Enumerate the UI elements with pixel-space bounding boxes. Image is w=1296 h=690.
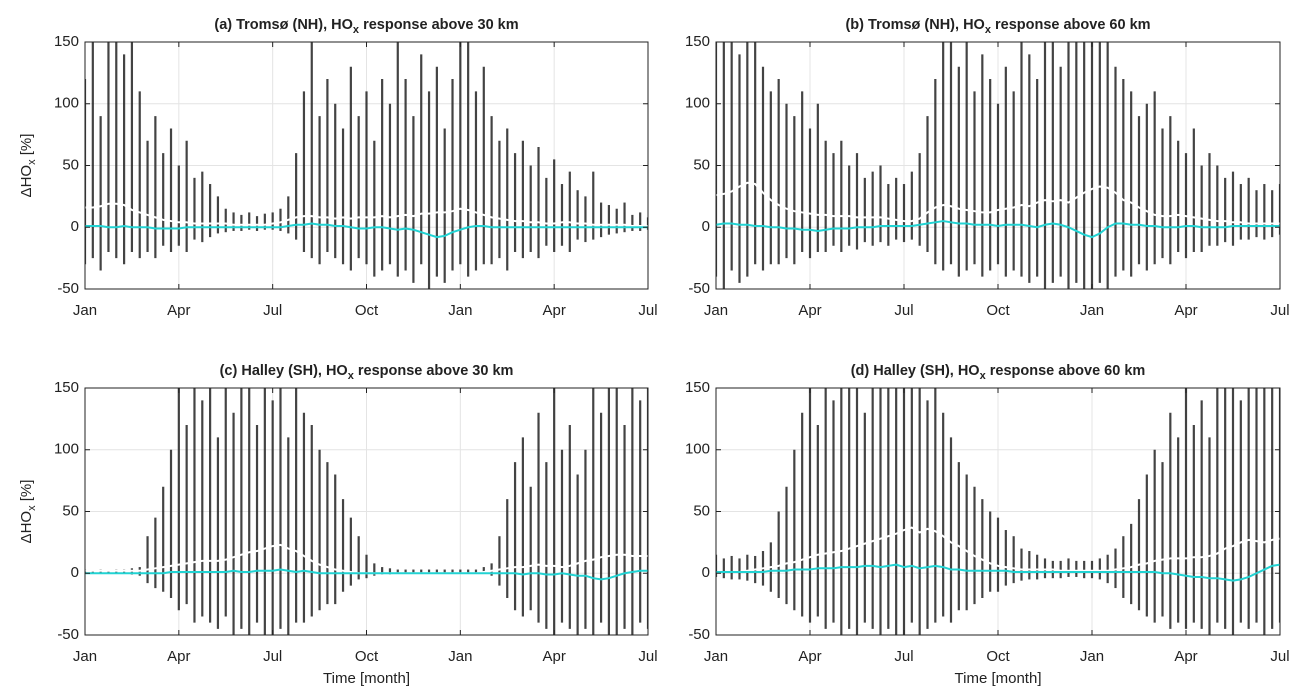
x-tick-label: Jan [448,302,472,319]
y-tick-label: 0 [702,564,710,581]
series-line [716,563,1280,582]
x-tick-label: Jul [1270,648,1289,665]
y-axis-label-part: ΔHO [18,165,35,198]
x-tick-label: Apr [167,302,190,319]
chart-title-part: (a) Tromsø (NH), HO [214,17,353,33]
data-layer [716,42,1280,289]
y-tick-label: 0 [71,218,79,235]
y-tick-label: 150 [54,379,79,396]
y-tick-label: 100 [685,95,710,112]
x-tick-label: Apr [167,648,190,665]
data-layer [85,388,648,635]
chart-title: (d) Halley (SH), HOx response above 60 k… [851,363,1146,382]
chart-title-part: x [980,370,987,382]
x-tick-label: Oct [355,648,379,665]
x-tick-label: Apr [1174,648,1197,665]
series-line [85,202,648,228]
chart-title-part: response above 60 km [986,363,1146,379]
x-tick-label: Jan [704,648,728,665]
panel: -50 0 50 100 150 Jan Apr Jul Oct Jan Apr Jul [685,33,1290,319]
x-tick-label: Jan [704,302,728,319]
chart-title-part: (c) Halley (SH), HO [220,363,348,379]
x-tick-label: Jan [1080,302,1104,319]
y-axis-label-part: ΔHO [18,511,35,544]
y-axis-label-part: [%] [18,480,35,506]
x-tick-label: Apr [798,648,821,665]
chart-title-part: response above 60 km [991,17,1151,33]
x-tick-label: Apr [798,302,821,319]
x-tick-label: Jan [73,302,97,319]
chart-title: (b) Tromsø (NH), HOx response above 60 k… [845,17,1150,36]
series-line [716,526,1280,574]
chart-title-part: x [985,24,992,36]
x-tick-label: Jul [263,302,282,319]
chart-title-part: (b) Tromsø (NH), HO [845,17,984,33]
panel: -50 0 50 100 150 Jan Apr Jul Oct Jan Apr Jul [685,379,1290,665]
x-tick-label: Apr [542,648,565,665]
chart-title-part: response above 30 km [354,363,514,379]
x-tick-label: Jan [448,648,472,665]
x-tick-label: Jul [1270,302,1289,319]
y-tick-label: -50 [688,626,710,643]
y-tick-label: 100 [54,441,79,458]
chart-title-part: x [348,370,355,382]
chart-title-part: (d) Halley (SH), HO [851,363,980,379]
chart-title-part: x [353,24,360,36]
x-tick-label: Jul [894,648,913,665]
y-axis-label: ΔHOx [%] [18,134,38,198]
x-tick-label: Jan [73,648,97,665]
series-line [716,181,1280,225]
data-layer [716,388,1280,635]
y-tick-label: -50 [688,280,710,297]
y-tick-label: 100 [685,441,710,458]
panel: -50 0 50 100 150 Jan Apr Jul Oct Jan Apr Jul [54,379,658,665]
series-line [85,568,648,581]
series-line [716,220,1280,239]
series-line [85,222,648,239]
x-tick-label: Apr [1174,302,1197,319]
y-tick-label: 50 [62,502,79,519]
y-tick-label: -50 [57,626,79,643]
y-tick-label: 150 [685,379,710,396]
y-tick-label: 150 [685,33,710,50]
y-tick-label: 50 [693,156,710,173]
x-tick-label: Apr [542,302,565,319]
x-tick-label: Jul [894,302,913,319]
y-axis-label-part: x [26,159,38,165]
y-tick-label: 50 [62,156,79,173]
y-axis-label-part: x [26,505,38,511]
chart-title: (c) Halley (SH), HOx response above 30 k… [220,363,514,382]
y-axis-label-part: [%] [18,134,35,160]
y-tick-label: 0 [702,218,710,235]
y-tick-label: -50 [57,280,79,297]
x-tick-label: Oct [986,302,1010,319]
y-tick-label: 100 [54,95,79,112]
x-tick-label: Jan [1080,648,1104,665]
x-axis-label: Time [month] [323,670,410,687]
y-axis-label: ΔHOx [%] [18,480,38,544]
x-tick-label: Jul [263,648,282,665]
x-tick-label: Jul [638,648,657,665]
x-tick-label: Oct [355,302,379,319]
y-tick-label: 50 [693,502,710,519]
x-tick-label: Jul [638,302,657,319]
data-layer [85,42,648,289]
x-tick-label: Oct [986,648,1010,665]
y-tick-label: 150 [54,33,79,50]
panel: -50 0 50 100 150 Jan Apr Jul Oct Jan Apr Jul [54,33,658,319]
chart-title-part: response above 30 km [359,17,519,33]
x-axis-label: Time [month] [955,670,1042,687]
y-tick-label: 0 [71,564,79,581]
chart-title: (a) Tromsø (NH), HOx response above 30 k… [214,17,518,36]
